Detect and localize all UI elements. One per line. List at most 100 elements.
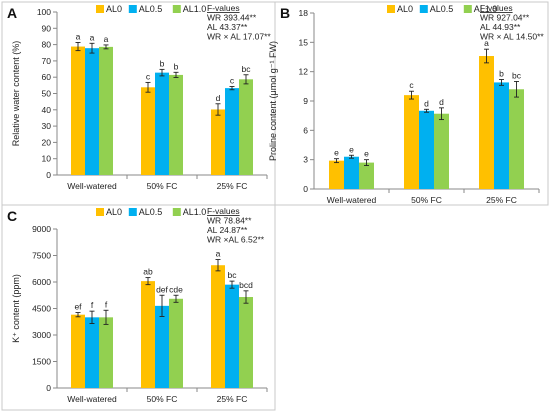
significance-letter: c [409,80,414,90]
significance-letter: e [334,148,339,158]
legend-label: AL1.0 [183,207,207,217]
panel-b: B 0 3 6 9 12 15 18 Proline content (μmol g⁻¹ FW)… [268,1,549,206]
significance-letter: ab [143,267,153,277]
legend-label: AL0 [397,4,413,14]
y-tick-label: 100 [37,7,51,17]
significance-letter: c [146,71,151,81]
x-tick-label: Well-watered [67,394,117,404]
x-tick-label: 50% FC [147,181,178,191]
panel-frame [1,204,276,411]
bar-al1-0 [99,317,113,388]
significance-letter: e [364,149,369,159]
bar-al0 [71,314,85,388]
bar-al0 [141,87,155,175]
significance-letter: bc [242,64,252,74]
legend-label: AL1.0 [474,4,498,14]
bar-al0-5 [85,317,99,388]
significance-letter: bc [228,270,238,280]
significance-letter: d [439,97,444,107]
bar-al0-5 [85,48,99,175]
bar-al1-0 [99,46,113,175]
y-tick-label: 9000 [32,224,51,234]
x-tick-label: 25% FC [217,181,248,191]
y-tick-label: 70 [42,56,52,66]
significance-letter: b [174,61,179,71]
x-tick-label: 50% FC [147,394,178,404]
stats-line: AL 44.93** [480,22,521,32]
y-tick-label: 1500 [32,357,51,367]
significance-letter: f [91,300,94,310]
y-tick-label: 30 [42,121,52,131]
y-tick-label: 4500 [32,304,51,314]
stats-line: WR 393.44** [207,13,257,23]
bar-al1-0 [434,113,449,189]
y-tick-label: 80 [42,40,52,50]
stats-line: WR × AL 17.07** [207,32,271,42]
legend-swatch [128,208,137,216]
bar-al0 [404,95,419,189]
stats-line: WR 927.04** [480,13,530,23]
significance-letter: c [230,75,235,85]
bar-al0-5 [344,156,359,189]
significance-letter: a [484,38,489,48]
significance-letter: ef [74,302,82,312]
panel-c: C 0 1500 3000 4500 6000 7500 9000 K⁺ content (pp… [1,204,276,411]
stats-line: WR × AL 14.50** [480,32,544,42]
bar-al1-0 [239,297,253,388]
legend-swatch [128,5,137,13]
significance-letter: a [90,32,95,42]
y-tick-label: 3 [303,155,308,165]
stats-title: F-values [207,3,240,13]
stats-title: F-values [480,3,513,13]
bar-al0-5 [155,72,169,175]
stats-line: AL 43.37** [207,22,248,32]
legend-label: AL0.5 [139,4,163,14]
bar-al0 [329,160,344,189]
bar-al0-5 [225,88,239,175]
bar-al0-5 [494,82,509,189]
significance-letter: bcd [239,280,253,290]
legend-swatch [96,5,104,13]
y-axis-label: Proline content (μmol g⁻¹ FW) [268,41,278,161]
significance-letter: bc [512,70,522,80]
y-tick-label: 9 [303,96,308,106]
significance-letter: a [216,249,221,259]
legend-swatch [463,5,472,13]
y-tick-label: 7500 [32,251,51,261]
x-tick-label: 25% FC [217,394,248,404]
x-tick-label: 25% FC [486,195,517,205]
significance-letter: f [105,299,108,309]
y-tick-label: 6000 [32,277,51,287]
significance-letter: d [216,93,221,103]
y-tick-label: 12 [299,67,309,77]
bar-al0-5 [419,110,434,189]
bar-al1-0 [359,162,374,189]
legend-swatch [172,208,181,216]
x-tick-label: 50% FC [411,195,442,205]
bar-al0-5 [225,284,239,388]
significance-letter: b [499,68,504,78]
y-tick-label: 0 [303,184,308,194]
bar-al1-0 [169,74,183,175]
significance-letter: a [104,34,109,44]
bar-al0 [479,56,494,190]
x-tick-label: Well-watered [327,195,377,205]
legend-label: AL0 [106,207,122,217]
y-tick-label: 0 [46,170,51,180]
bar-al0 [211,109,225,175]
significance-letter: d [424,98,429,108]
significance-letter: def [156,284,168,294]
legend-swatch [387,5,395,13]
stats-line: WR 78.84** [207,216,252,226]
y-tick-label: 0 [46,383,51,393]
y-tick-label: 18 [299,8,309,18]
stats-line: WR ×AL 6.52** [207,235,265,245]
bar-al1-0 [509,89,524,189]
legend-label: AL0 [106,4,122,14]
y-tick-label: 6 [303,125,308,135]
y-tick-label: 10 [42,154,52,164]
legend-label: AL1.0 [183,4,207,14]
legend-swatch [172,5,181,13]
y-tick-label: 90 [42,23,52,33]
